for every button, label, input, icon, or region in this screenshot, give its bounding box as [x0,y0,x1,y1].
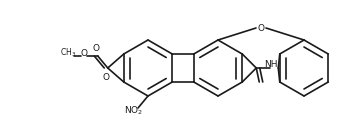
Text: CH$_3$: CH$_3$ [60,47,76,59]
Text: NO$_2$: NO$_2$ [124,105,144,117]
Text: O: O [80,48,87,58]
Text: O: O [257,24,264,32]
Text: O: O [102,73,109,81]
Text: O: O [92,44,99,52]
Text: NH: NH [264,60,278,68]
